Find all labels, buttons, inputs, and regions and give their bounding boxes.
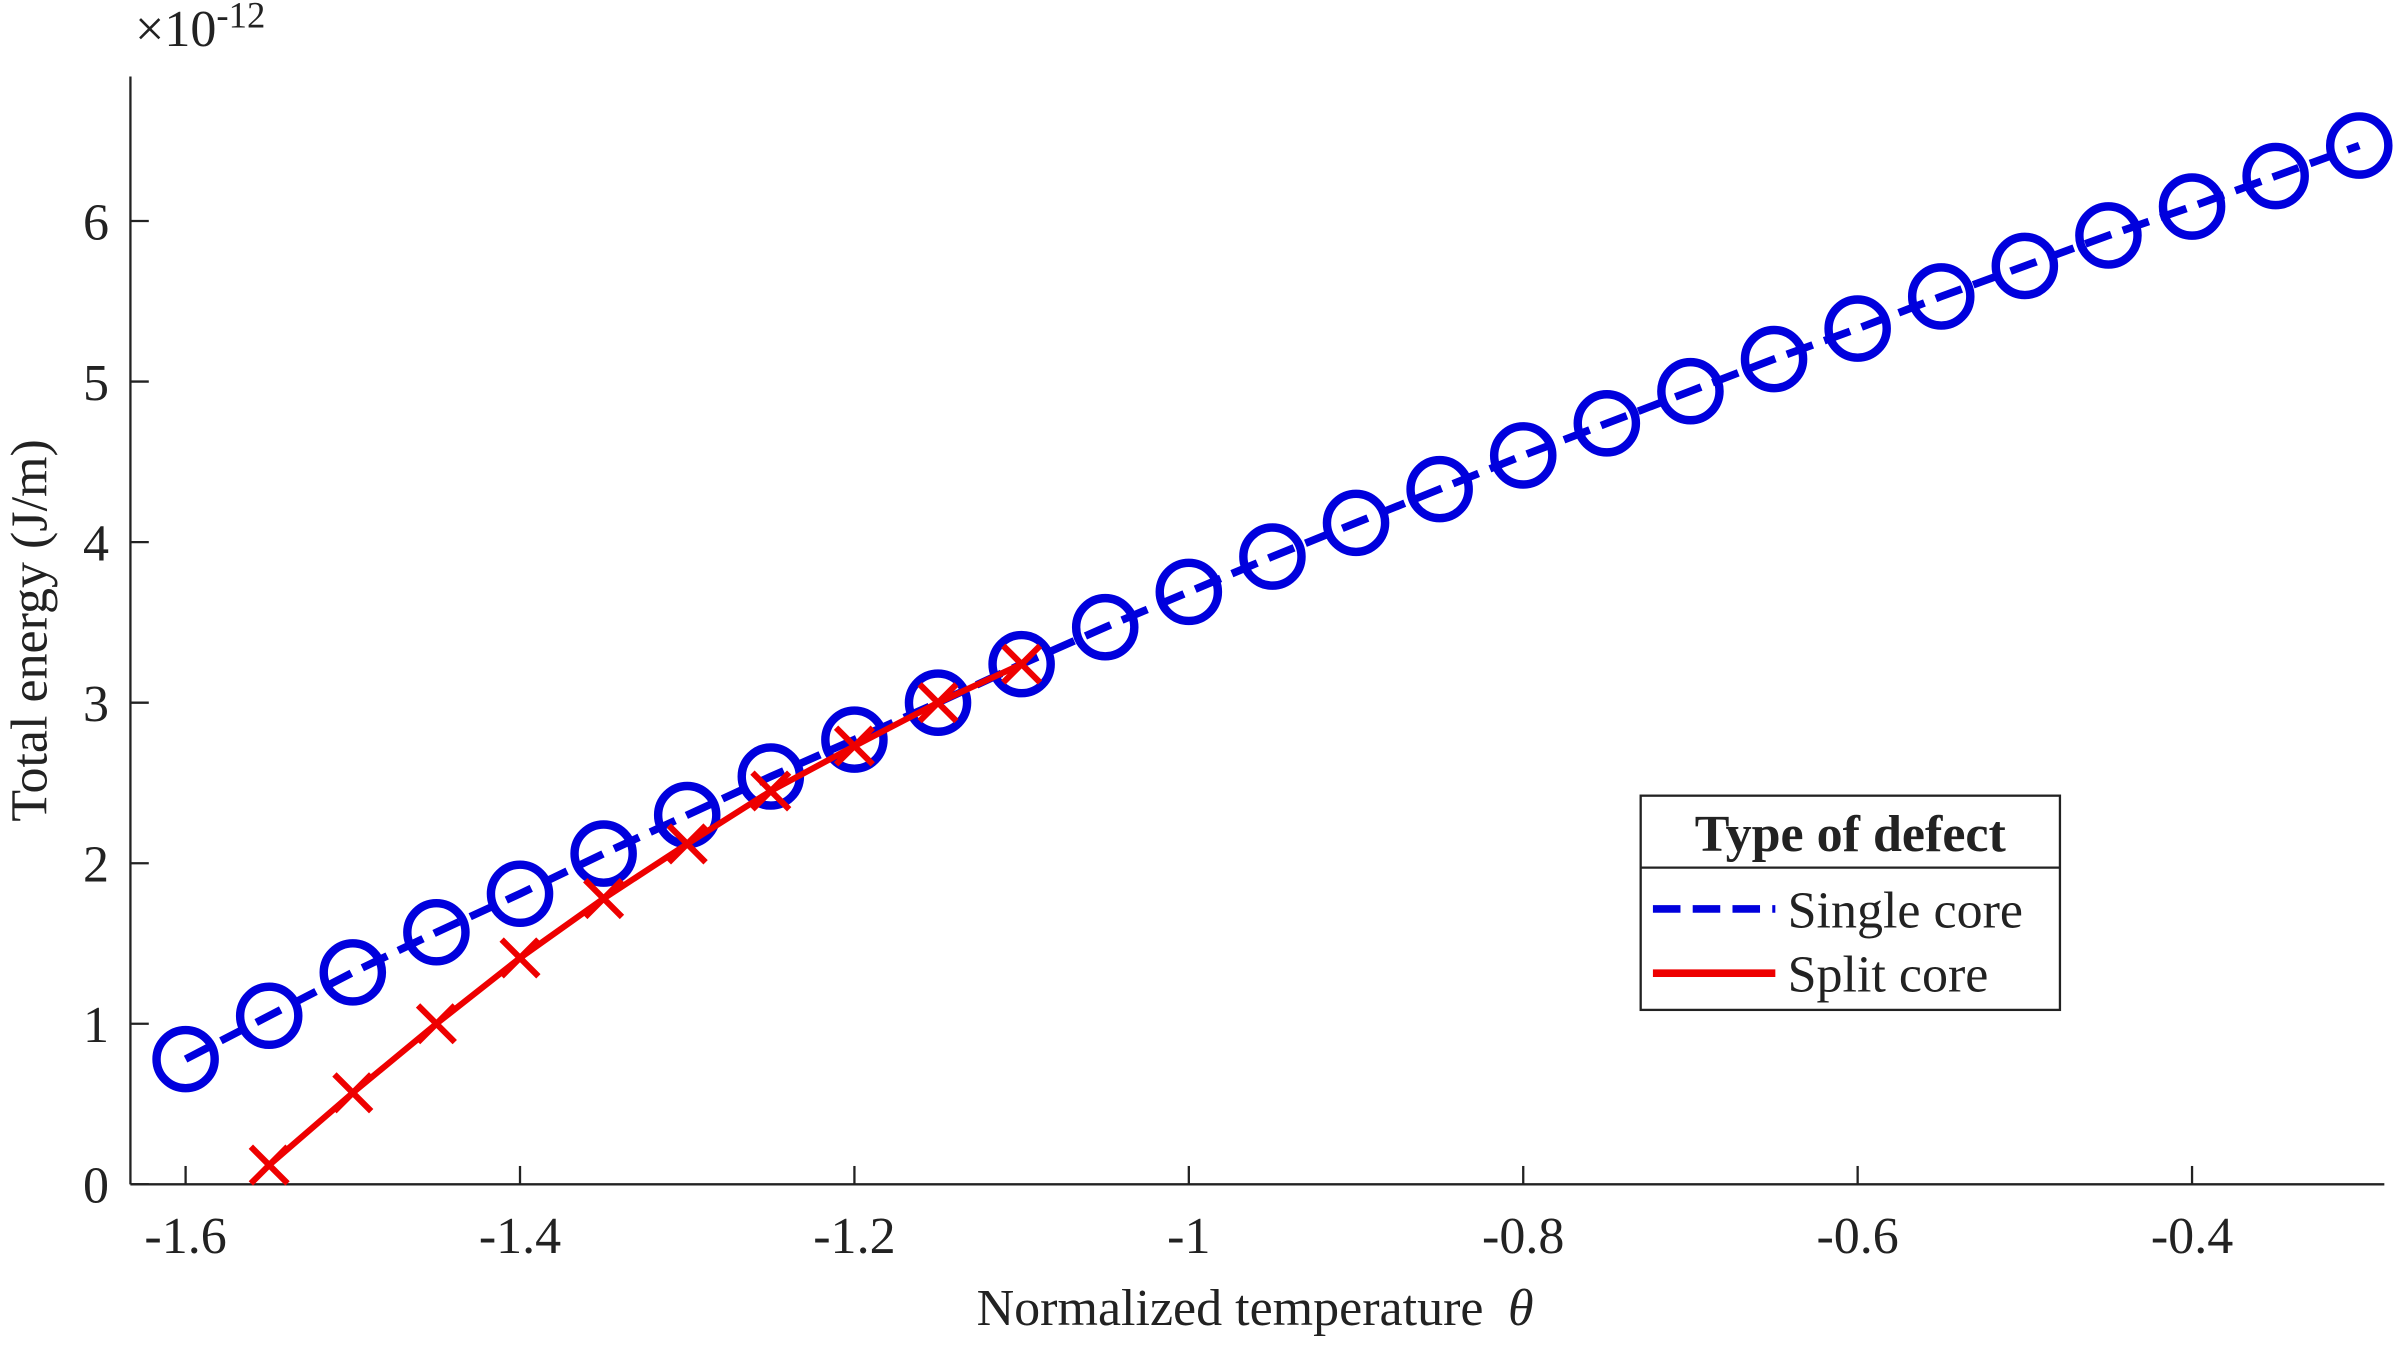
y-tick-label: 3: [83, 676, 109, 733]
marker-x: [1001, 643, 1043, 685]
x-tick-label: -1.2: [813, 1208, 895, 1265]
marker-x: [750, 770, 792, 812]
marker-circle: [486, 860, 554, 928]
marker-circle: [235, 982, 303, 1050]
x-tick-label: -0.6: [1816, 1208, 1898, 1265]
y-tick-label: 1: [83, 997, 109, 1054]
legend-title: Type of defect: [1695, 806, 2007, 863]
legend-label: Single core: [1788, 882, 2023, 939]
x-tick-label: -1.4: [479, 1208, 561, 1265]
marker-circle: [1991, 232, 2059, 300]
marker-x: [917, 682, 959, 724]
x-tick-label: -1: [1167, 1208, 1210, 1265]
legend: Type of defect Single core Split core: [1639, 794, 2062, 1012]
y-axis-title: Total energy (J/m): [1, 439, 58, 822]
marker-circle: [904, 669, 972, 736]
series-line: [267, 661, 1023, 1168]
y-tick-label: 2: [83, 837, 109, 894]
axis-exponent: ×10-12: [135, 0, 265, 58]
marker-circle: [1657, 357, 1724, 425]
marker-circle: [570, 820, 637, 887]
marker-circle: [1824, 295, 1891, 362]
marker-circle: [2325, 112, 2393, 179]
marker-circle: [1907, 263, 1975, 330]
marker-circle: [1740, 325, 1808, 393]
marker-circle: [1489, 422, 1557, 489]
x-tick-label: -0.4: [2151, 1208, 2233, 1265]
y-tick-label: 6: [83, 194, 109, 251]
x-label-symbol: θ: [1508, 1280, 1534, 1337]
marker-circle: [1322, 489, 1390, 557]
marker-circle: [2075, 202, 2142, 269]
x-axis-title: Normalized temperature θ: [977, 1280, 1534, 1337]
exponent-base: ×10: [135, 1, 216, 58]
x-tick-label: -0.8: [1482, 1208, 1564, 1265]
marker-circle: [1239, 523, 1306, 590]
marker-circle: [403, 898, 470, 966]
x-tick-label: -1.6: [144, 1208, 226, 1265]
marker-x: [666, 823, 708, 865]
marker-x: [332, 1072, 374, 1114]
marker-circle: [152, 1025, 219, 1093]
exponent-power: -12: [216, 0, 265, 36]
y-tick-label: 4: [83, 515, 109, 572]
marker-x: [583, 878, 625, 920]
marker-circle: [1406, 455, 1473, 523]
y-tick-label: 5: [83, 355, 109, 412]
marker-circle: [821, 706, 888, 773]
marker-x: [415, 1003, 457, 1045]
marker-circle: [1573, 390, 1641, 457]
x-label: Normalized temperature: [977, 1280, 1484, 1337]
marker-x: [248, 1144, 290, 1186]
marker-circle: [2242, 142, 2309, 210]
legend-label: Split core: [1788, 947, 1989, 1004]
marker-circle: [1155, 558, 1223, 626]
marker-circle: [2158, 173, 2226, 240]
y-tick-label: 0: [83, 1158, 109, 1215]
marker-x: [833, 725, 875, 767]
marker-x: [499, 937, 541, 979]
marker-circle: [988, 630, 1055, 698]
marker-circle: [319, 939, 387, 1006]
marker-circle: [1071, 593, 1139, 661]
